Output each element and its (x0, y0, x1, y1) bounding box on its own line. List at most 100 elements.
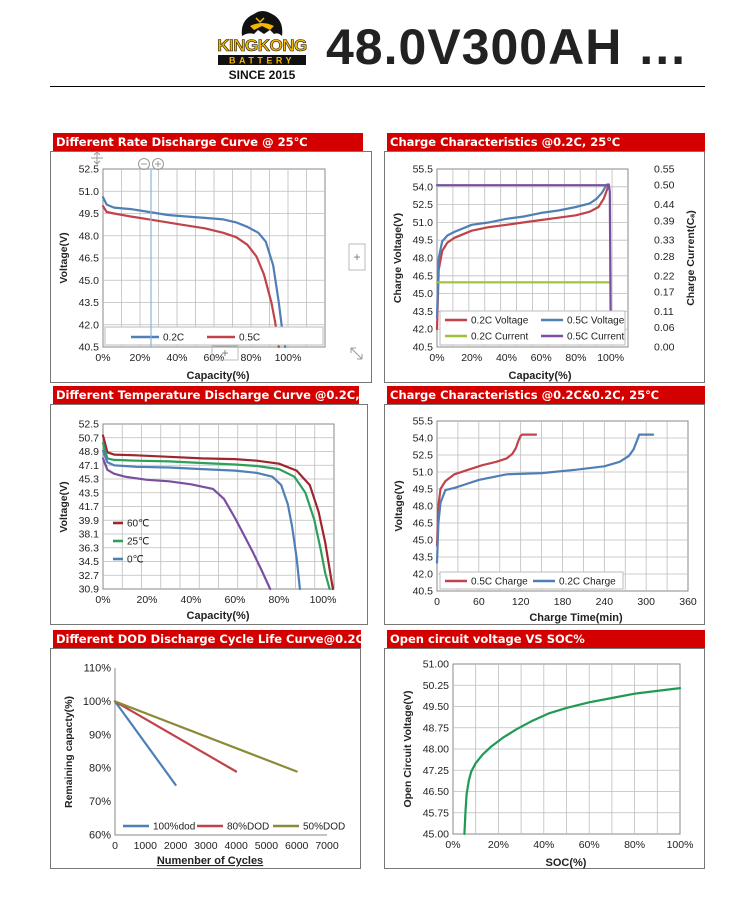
x-tick-label: 60% (531, 352, 552, 364)
x-tick-label: 0% (95, 594, 110, 606)
y2-tick-label: 0.11 (654, 306, 674, 318)
y-tick-label: 51.0 (413, 217, 434, 229)
y-tick-label: 110% (84, 663, 112, 675)
legend-box (439, 310, 626, 346)
x-tick-label: 7000 (315, 840, 339, 852)
dod-chart: 110% 100% 90% 80% 70% 60%0 1000 2000 3000 4000 500… (63, 663, 345, 868)
x-tick-label: 0% (429, 352, 444, 364)
page-title: 48.0V300AH … (326, 19, 689, 75)
x-tick-label: 60% (224, 594, 245, 606)
rate-chart: 52.5 51.0 49.5 48.0 46.5 45.0 43.5 42.0 40.50% 20… (58, 151, 366, 382)
series-line-0-5c-charge (435, 433, 538, 547)
charge-legend: 0.2C Voltage 0.5C Voltage 0.2C Current 0.5C… (439, 310, 626, 346)
plot-area (115, 668, 327, 835)
y-tick-label: 40.5 (413, 586, 434, 598)
y-tick-label: 30.9 (79, 584, 100, 596)
y-tick-label: 52.5 (79, 164, 100, 176)
y-tick-label: 45.0 (413, 288, 434, 300)
y-tick-label: 42.0 (413, 569, 434, 581)
legend-label: 0℃ (127, 555, 144, 566)
x-tick-label: 40% (166, 352, 187, 364)
x-tick-label: 20% (129, 352, 150, 364)
legend-label: 0.2C (163, 333, 184, 344)
y2-tick-label: 0.55 (654, 164, 675, 176)
y-tick-label: 43.5 (413, 552, 434, 564)
y-tick-label: 48.75 (423, 722, 449, 734)
temp-series (101, 434, 334, 591)
y-tick-label: 38.1 (79, 529, 100, 541)
y-tick-label: 46.5 (413, 518, 434, 530)
x-tick-label: 60 (473, 596, 485, 608)
dod-series (113, 700, 298, 786)
y-tick-label: 48.00 (423, 744, 449, 756)
brand-logo: KINGKONG BATTERY SINCE 2015 (217, 11, 308, 82)
plus-icon[interactable] (348, 243, 366, 271)
legend-label: 80%DOD (227, 822, 269, 833)
brand-subname: BATTERY (229, 56, 295, 66)
x-axis-title: Capacity(%) (187, 370, 250, 382)
y-tick-label: 43.5 (413, 306, 434, 318)
y-tick-label: 41.7 (79, 501, 100, 513)
y-axis-title: Voltage(V) (58, 481, 70, 532)
plus-icon[interactable] (211, 345, 239, 361)
ocv-chart: 51.00 50.25 49.50 48.75 48.00 47.25 46.50 45.75… (402, 659, 693, 870)
zoom-in-icon[interactable] (152, 158, 164, 170)
charge2-legend: 0.5C Charge 0.2C Charge (439, 571, 624, 590)
series-line-80-dod (113, 700, 238, 773)
x-tick-label: 0% (445, 839, 460, 851)
y-tick-label: 34.5 (79, 556, 100, 568)
x-tick-label: 1000 (134, 840, 158, 852)
legend-label: 0.5C Current (567, 332, 624, 343)
series-line-100-dod (113, 700, 177, 786)
legend-label: 0.5C Voltage (567, 316, 625, 327)
x-axis-title: Capacity(%) (187, 610, 250, 622)
y-tick-label: 52.5 (413, 450, 434, 462)
plus-icon: + (221, 346, 228, 360)
y2-tick-label: 0.44 (654, 199, 675, 211)
series-line-25- (101, 442, 331, 591)
x-tick-label: 80% (268, 594, 289, 606)
expand-icon[interactable] (350, 347, 363, 360)
y-tick-label: 45.0 (413, 535, 434, 547)
x-tick-label: 6000 (285, 840, 309, 852)
x-tick-label: 20% (488, 839, 509, 851)
x-tick-label: 2000 (164, 840, 188, 852)
y2-tick-label: 0.17 (654, 286, 675, 298)
y-axis-title: Charge Voltage(V) (392, 213, 404, 303)
x-tick-label: 40% (496, 352, 517, 364)
y-tick-label: 48.0 (79, 230, 100, 242)
y-tick-label: 55.5 (413, 416, 434, 428)
y-tick-label: 43.5 (79, 297, 100, 309)
axis-lines (114, 668, 327, 836)
y2-tick-label: 0.33 (654, 235, 675, 247)
y-tick-label: 90% (89, 729, 111, 741)
x-tick-label: 0% (95, 352, 110, 364)
zoom-out-icon[interactable] (138, 158, 150, 170)
y-tick-label: 49.5 (79, 208, 100, 220)
charge2-chart: 55.5 54.0 52.5 51.0 49.5 48.0 46.5 45.0 43.5 42.0… (393, 416, 697, 625)
series-line-0-2c-voltage (435, 183, 610, 331)
series-line-0-5c-current (435, 184, 612, 316)
y-tick-label: 42.0 (413, 324, 434, 336)
y-tick-label: 45.3 (79, 474, 100, 486)
y2-tick-label: 0.28 (654, 251, 675, 263)
series-line-0- (101, 449, 301, 591)
grid-lines (103, 169, 325, 347)
series-line-unnamed-0 (463, 687, 682, 836)
y-tick-label: 50.25 (423, 680, 449, 692)
charge-chart: 55.5 54.0 52.5 51.0 49.5 48.0 46.5 45.0 43.5 42.0… (392, 164, 697, 383)
y-tick-label: 47.25 (423, 765, 449, 777)
dod-legend: 100%dod 80%DOD 50%DOD (123, 822, 345, 833)
x-tick-label: 100% (667, 839, 694, 851)
x-axis-title: Capacity(%) (509, 370, 572, 382)
x-tick-label: 80% (240, 352, 261, 364)
move-icon[interactable] (91, 151, 103, 165)
y-tick-label: 60% (89, 830, 111, 842)
x-tick-label: 3000 (194, 840, 218, 852)
y-tick-label: 40.5 (413, 342, 434, 354)
charge2-series (435, 433, 655, 564)
x-tick-label: 100% (310, 594, 337, 606)
y-tick-label: 50.7 (79, 432, 100, 444)
y-tick-label: 32.7 (79, 570, 100, 582)
